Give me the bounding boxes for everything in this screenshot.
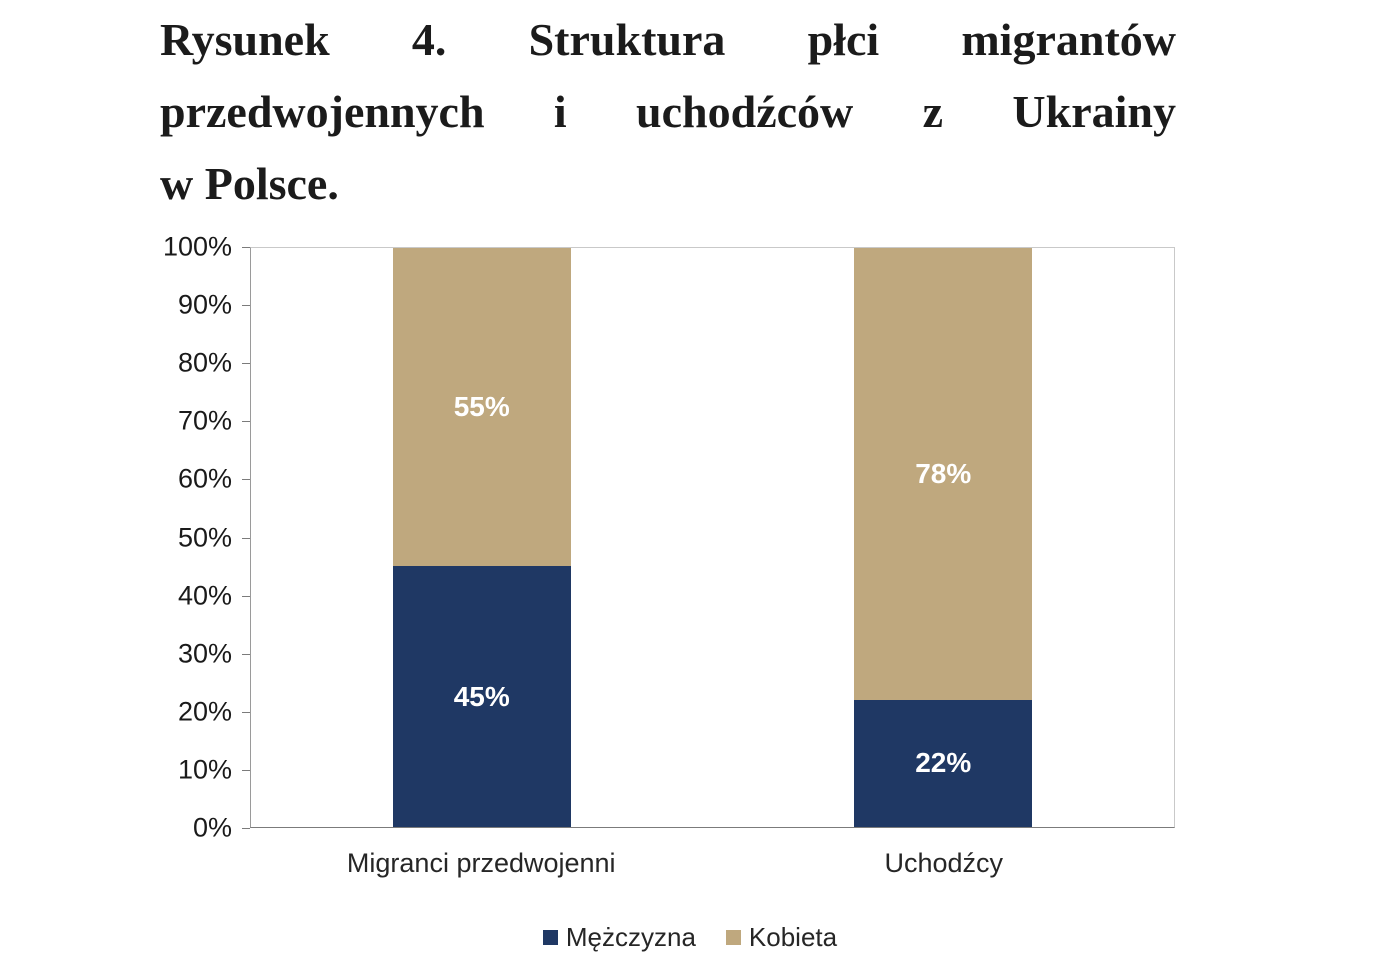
data-label: 45% xyxy=(453,680,510,712)
y-tick-mark xyxy=(242,653,250,655)
legend-swatch-icon xyxy=(725,930,741,945)
y-tick-label: 40% xyxy=(177,580,232,611)
data-label: 22% xyxy=(915,747,972,779)
y-tick-label: 50% xyxy=(177,522,232,552)
figure-title: Rysunek 4. Struktura płci migrantów prze… xyxy=(160,4,1176,220)
y-tick-mark xyxy=(242,595,250,597)
y-tick-label: 30% xyxy=(177,638,232,669)
legend-item: Mężczyzna xyxy=(542,922,696,953)
y-tick-label: 60% xyxy=(177,463,232,494)
category-label: Uchodźcy xyxy=(884,848,1004,878)
y-tick-label: 70% xyxy=(177,405,232,436)
figure-title-line: Rysunek 4. Struktura płci migrantów xyxy=(160,14,1176,65)
y-tick-mark xyxy=(242,711,250,713)
legend-swatch-icon xyxy=(542,930,558,945)
legend-label: Mężczyzna xyxy=(565,922,696,952)
y-tick-label: 20% xyxy=(177,696,232,727)
data-label: 55% xyxy=(453,391,510,423)
y-tick-label: 10% xyxy=(177,754,232,785)
y-tick-label: 90% xyxy=(177,289,232,320)
figure-title-line: w Polsce. xyxy=(160,158,339,209)
y-tick-mark xyxy=(242,479,250,481)
bar-segment: 22% xyxy=(854,699,1033,827)
y-tick-label: 0% xyxy=(192,812,232,843)
bar-segment: 45% xyxy=(392,566,571,827)
y-axis: 0% 10% 20% 30% 40% 50% 60% 70% 80% 90% 100% xyxy=(0,232,250,843)
bar-1: 45% 55% xyxy=(392,248,571,827)
legend: Mężczyzna Kobieta xyxy=(0,922,1380,953)
plot-area: 45% 55% 22% 78% xyxy=(250,247,1175,828)
y-tick-mark xyxy=(242,537,250,539)
bar-segment: 55% xyxy=(392,248,571,567)
bar-2: 22% 78% xyxy=(854,248,1033,827)
y-tick-mark xyxy=(242,769,250,771)
x-axis-labels: Migranci przedwojenni Uchodźcy xyxy=(250,848,1175,879)
y-tick-mark xyxy=(242,421,250,423)
category-label: Migranci przedwojenni xyxy=(346,848,616,878)
y-tick-label: 100% xyxy=(162,231,232,262)
y-tick-label: 80% xyxy=(177,347,232,378)
y-tick-mark xyxy=(242,247,250,248)
legend-label: Kobieta xyxy=(748,922,838,952)
y-tick-mark xyxy=(242,828,250,829)
legend-item: Kobieta xyxy=(725,922,838,953)
figure-title-line: przedwojennych i uchodźców z Ukrainy xyxy=(160,86,1176,137)
y-tick-mark xyxy=(242,363,250,365)
bar-segment: 78% xyxy=(854,248,1033,700)
data-label: 78% xyxy=(915,457,972,489)
y-tick-mark xyxy=(242,305,250,307)
